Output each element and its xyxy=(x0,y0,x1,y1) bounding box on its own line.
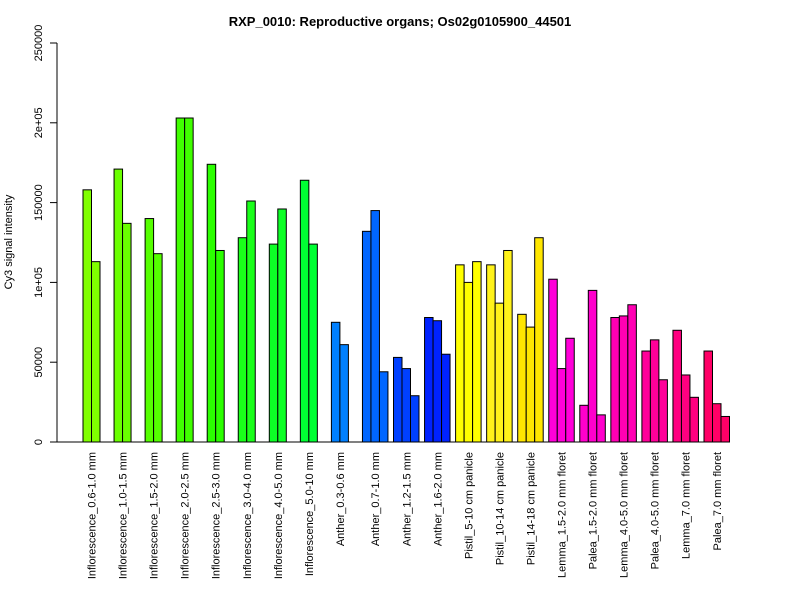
bar xyxy=(627,304,637,443)
bar xyxy=(175,117,186,443)
x-tick-label: Pistil_10-14 cm panicle xyxy=(494,452,506,565)
x-tick-label: Inflorescence_3.0-4.0 mm xyxy=(242,452,254,579)
x-axis-labels: Inflorescence_0.6-1.0 mm Inflorescence_1.… xyxy=(87,452,724,579)
x-tick-label: Lemma_1.5-2.0 mm floret xyxy=(557,452,569,578)
chart-title: RXP_0010: Reproductive organs; Os02g0105… xyxy=(229,14,572,29)
y-tick-label: 50000 xyxy=(33,347,45,378)
x-tick-label: Pistil_14-18 cm panicle xyxy=(525,452,537,565)
bar xyxy=(91,261,101,443)
bar xyxy=(268,243,279,443)
bar xyxy=(330,321,341,443)
y-tick-label: 2e+05 xyxy=(33,107,45,138)
x-tick-label: Inflorescence_4.0-5.0 mm xyxy=(273,452,285,579)
bar xyxy=(441,353,451,443)
bar xyxy=(579,404,589,443)
bar xyxy=(82,189,92,443)
bar xyxy=(455,264,465,443)
bar xyxy=(712,403,722,443)
bar xyxy=(525,326,536,443)
bar xyxy=(215,249,225,443)
bar xyxy=(680,374,691,443)
bar xyxy=(472,261,482,443)
bar xyxy=(378,371,389,443)
bar xyxy=(658,379,668,443)
bar xyxy=(424,317,434,443)
bar xyxy=(184,117,194,443)
bar xyxy=(463,281,474,443)
bar xyxy=(610,317,620,443)
x-tick-label: Inflorescence_2.5-3.0 mm xyxy=(211,452,223,579)
bar xyxy=(410,395,420,443)
y-tick-label: 250000 xyxy=(33,25,45,62)
bar xyxy=(720,415,730,443)
y-axis-title: Cy3 signal intensity xyxy=(3,194,15,289)
bar xyxy=(401,368,411,443)
x-tick-label: Anther_0.7-1.0 mm xyxy=(370,452,382,546)
bar xyxy=(370,210,380,443)
bar xyxy=(517,313,527,443)
bar xyxy=(237,237,248,443)
bar xyxy=(534,237,544,443)
bars xyxy=(82,117,730,443)
bar xyxy=(596,414,606,443)
bar xyxy=(144,218,155,443)
bar xyxy=(339,344,349,443)
bar xyxy=(393,356,403,443)
bar xyxy=(113,168,124,443)
x-tick-label: Pistil_5-10 cm panicle xyxy=(463,452,475,559)
bar xyxy=(618,315,629,443)
x-tick-label: Palea_4.0-5.0 mm floret xyxy=(650,452,662,569)
bar xyxy=(565,337,575,443)
bar xyxy=(246,200,256,443)
bar xyxy=(649,339,660,443)
bar xyxy=(503,249,513,443)
x-tick-label: Lemma_4.0-5.0 mm floret xyxy=(619,452,631,578)
x-tick-label: Inflorescence_2.0-2.5 mm xyxy=(180,452,192,579)
x-tick-label: Palea_7.0 mm floret xyxy=(712,452,724,550)
x-tick-label: Anther_1.2-1.5 mm xyxy=(401,452,413,546)
y-tick-label: 0 xyxy=(33,439,45,445)
bar xyxy=(548,278,558,443)
bar xyxy=(299,179,310,443)
x-tick-label: Inflorescence_1.0-1.5 mm xyxy=(118,452,130,579)
bar xyxy=(486,264,496,443)
x-tick-label: Inflorescence_1.5-2.0 mm xyxy=(149,452,161,579)
y-tick-label: 150000 xyxy=(33,184,45,221)
y-axis-ticks: 0 50000 1e+05 150000 2e+05 250000 xyxy=(33,25,57,445)
x-tick-label: Anther_0.3-0.6 mm xyxy=(335,452,347,546)
x-tick-label: Anther_1.6-2.0 mm xyxy=(432,452,444,546)
x-tick-label: Inflorescence_5.0-10 mm xyxy=(304,452,316,576)
bar xyxy=(122,222,132,443)
bar xyxy=(308,243,318,443)
bar xyxy=(361,230,372,443)
y-tick-label: 1e+05 xyxy=(33,267,45,298)
bar xyxy=(153,253,163,443)
bar xyxy=(206,163,217,443)
bar xyxy=(494,302,505,443)
bar xyxy=(641,350,651,443)
bar xyxy=(277,208,287,443)
bar xyxy=(556,368,567,443)
bar xyxy=(587,289,598,443)
bar xyxy=(432,320,443,443)
x-tick-label: Palea_1.5-2.0 mm floret xyxy=(588,452,600,569)
x-tick-label: Lemma_7.0 mm floret xyxy=(681,452,693,559)
x-tick-label: Inflorescence_0.6-1.0 mm xyxy=(87,452,99,579)
bar xyxy=(689,396,699,443)
bar xyxy=(672,329,682,443)
bar xyxy=(703,350,713,443)
